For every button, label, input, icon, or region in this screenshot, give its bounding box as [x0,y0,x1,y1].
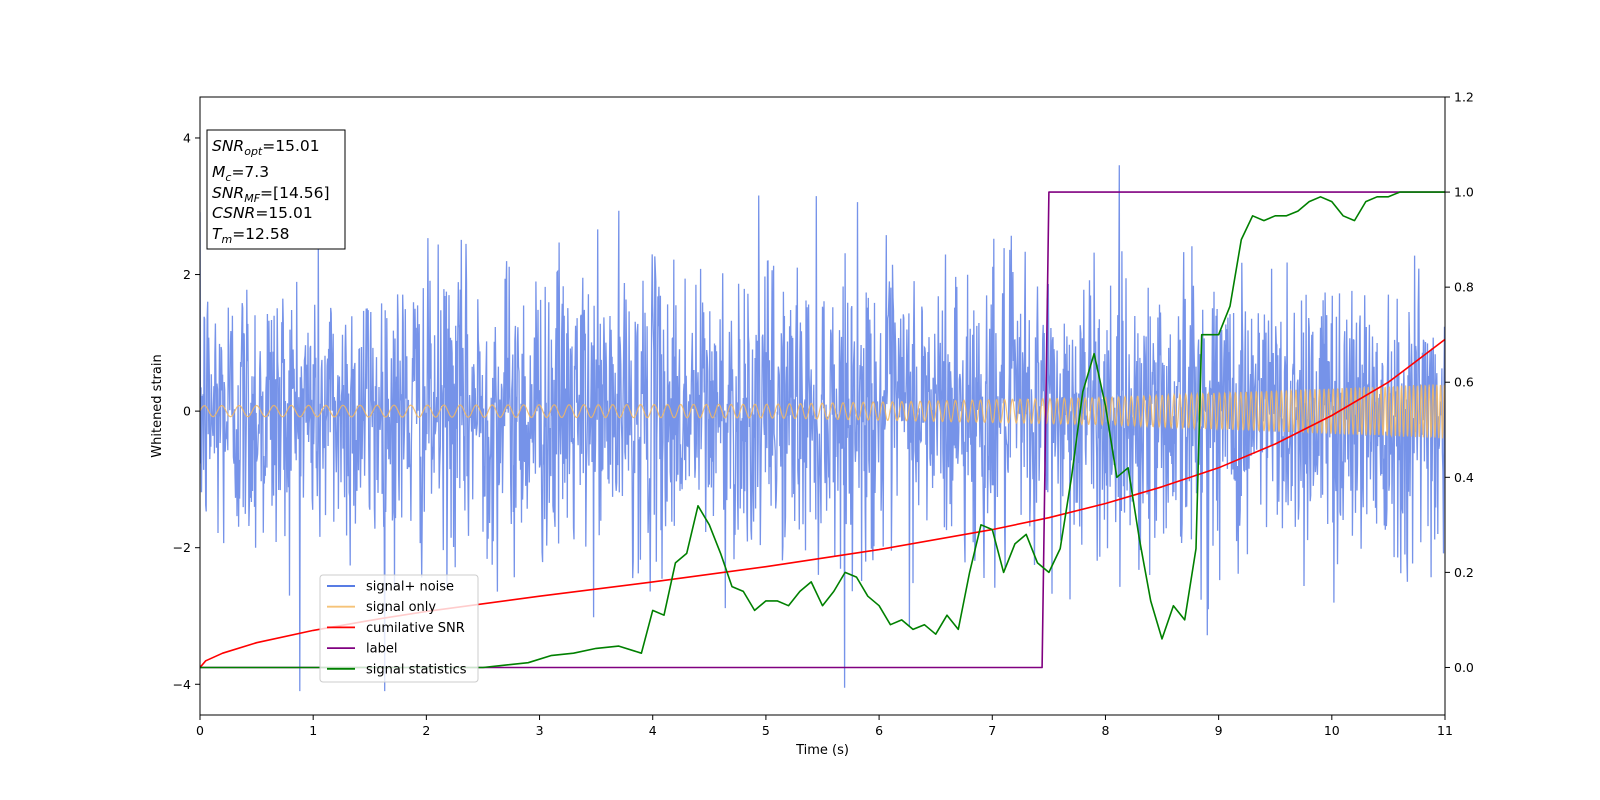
series-cumilative-snr [200,338,1445,669]
y2-tick-label: 0.0 [1454,660,1474,675]
y-axis-left: −4 −2 0 2 4 [173,130,200,692]
legend: signal+ noise signal only cumilative SNR la… [319,574,479,683]
legend-entry: signal statistics [366,662,467,677]
y2-tick-label: 1.2 [1454,90,1474,105]
annotation-frame [206,129,346,250]
legend-entry: cumilative SNR [366,621,465,636]
x-tick-label: 8 [1101,723,1109,738]
annotation-line: CSNR=15.01 [212,204,313,222]
x-tick-label: 0 [196,723,204,738]
y-tick-label: −2 [173,540,191,555]
x-axis-label: Time (s) [795,743,849,758]
y-axis-right: 0.0 0.2 0.4 0.6 0.8 1.0 1.2 [1445,90,1474,675]
annotation-line: Mc=7.3 [212,163,269,184]
x-tick-label: 1 [309,723,317,738]
series-signal-noise [200,165,1445,692]
x-tick-label: 9 [1215,723,1223,738]
annotation-line: SNRopt=15.01 [212,137,320,158]
y-tick-label: 2 [183,267,191,282]
series-signal-only [200,384,1445,439]
series-signal-statistics [200,191,1445,669]
x-tick-label: 2 [422,723,430,738]
x-tick-label: 6 [875,723,883,738]
y2-tick-label: 0.8 [1454,280,1474,295]
plot-area [200,165,1445,692]
y2-tick-label: 0.4 [1454,470,1474,485]
x-tick-label: 3 [536,723,544,738]
series-label [200,191,1445,669]
x-tick-label: 7 [988,723,996,738]
legend-frame [319,574,479,683]
axes-frame [199,96,1446,716]
x-tick-label: 4 [649,723,657,738]
y-tick-label: 0 [183,404,191,419]
y-tick-label: 4 [183,130,191,145]
y2-tick-label: 0.6 [1454,375,1474,390]
y2-tick-label: 1.0 [1454,185,1474,200]
annotation-box: SNRopt=15.01 Mc=7.3SNRMF=[14.56]CSNR=15.0… [206,129,346,250]
legend-entry: signal only [366,600,436,615]
y2-tick-label: 0.2 [1454,565,1474,580]
x-tick-label: 5 [762,723,770,738]
y-tick-label: −4 [173,677,191,692]
legend-entry: signal+ noise [366,580,454,595]
legend-entry: label [366,642,397,657]
x-tick-label: 10 [1324,723,1340,738]
x-axis: 0 1 2 3 4 5 6 7 8 9 10 11 [196,715,1453,738]
annotation-line: Tm=12.58 [212,225,290,246]
y-axis-label: Whitened strain [150,354,165,457]
annotation-line: SNRMF=[14.56] [212,184,330,205]
x-tick-label: 11 [1437,723,1453,738]
